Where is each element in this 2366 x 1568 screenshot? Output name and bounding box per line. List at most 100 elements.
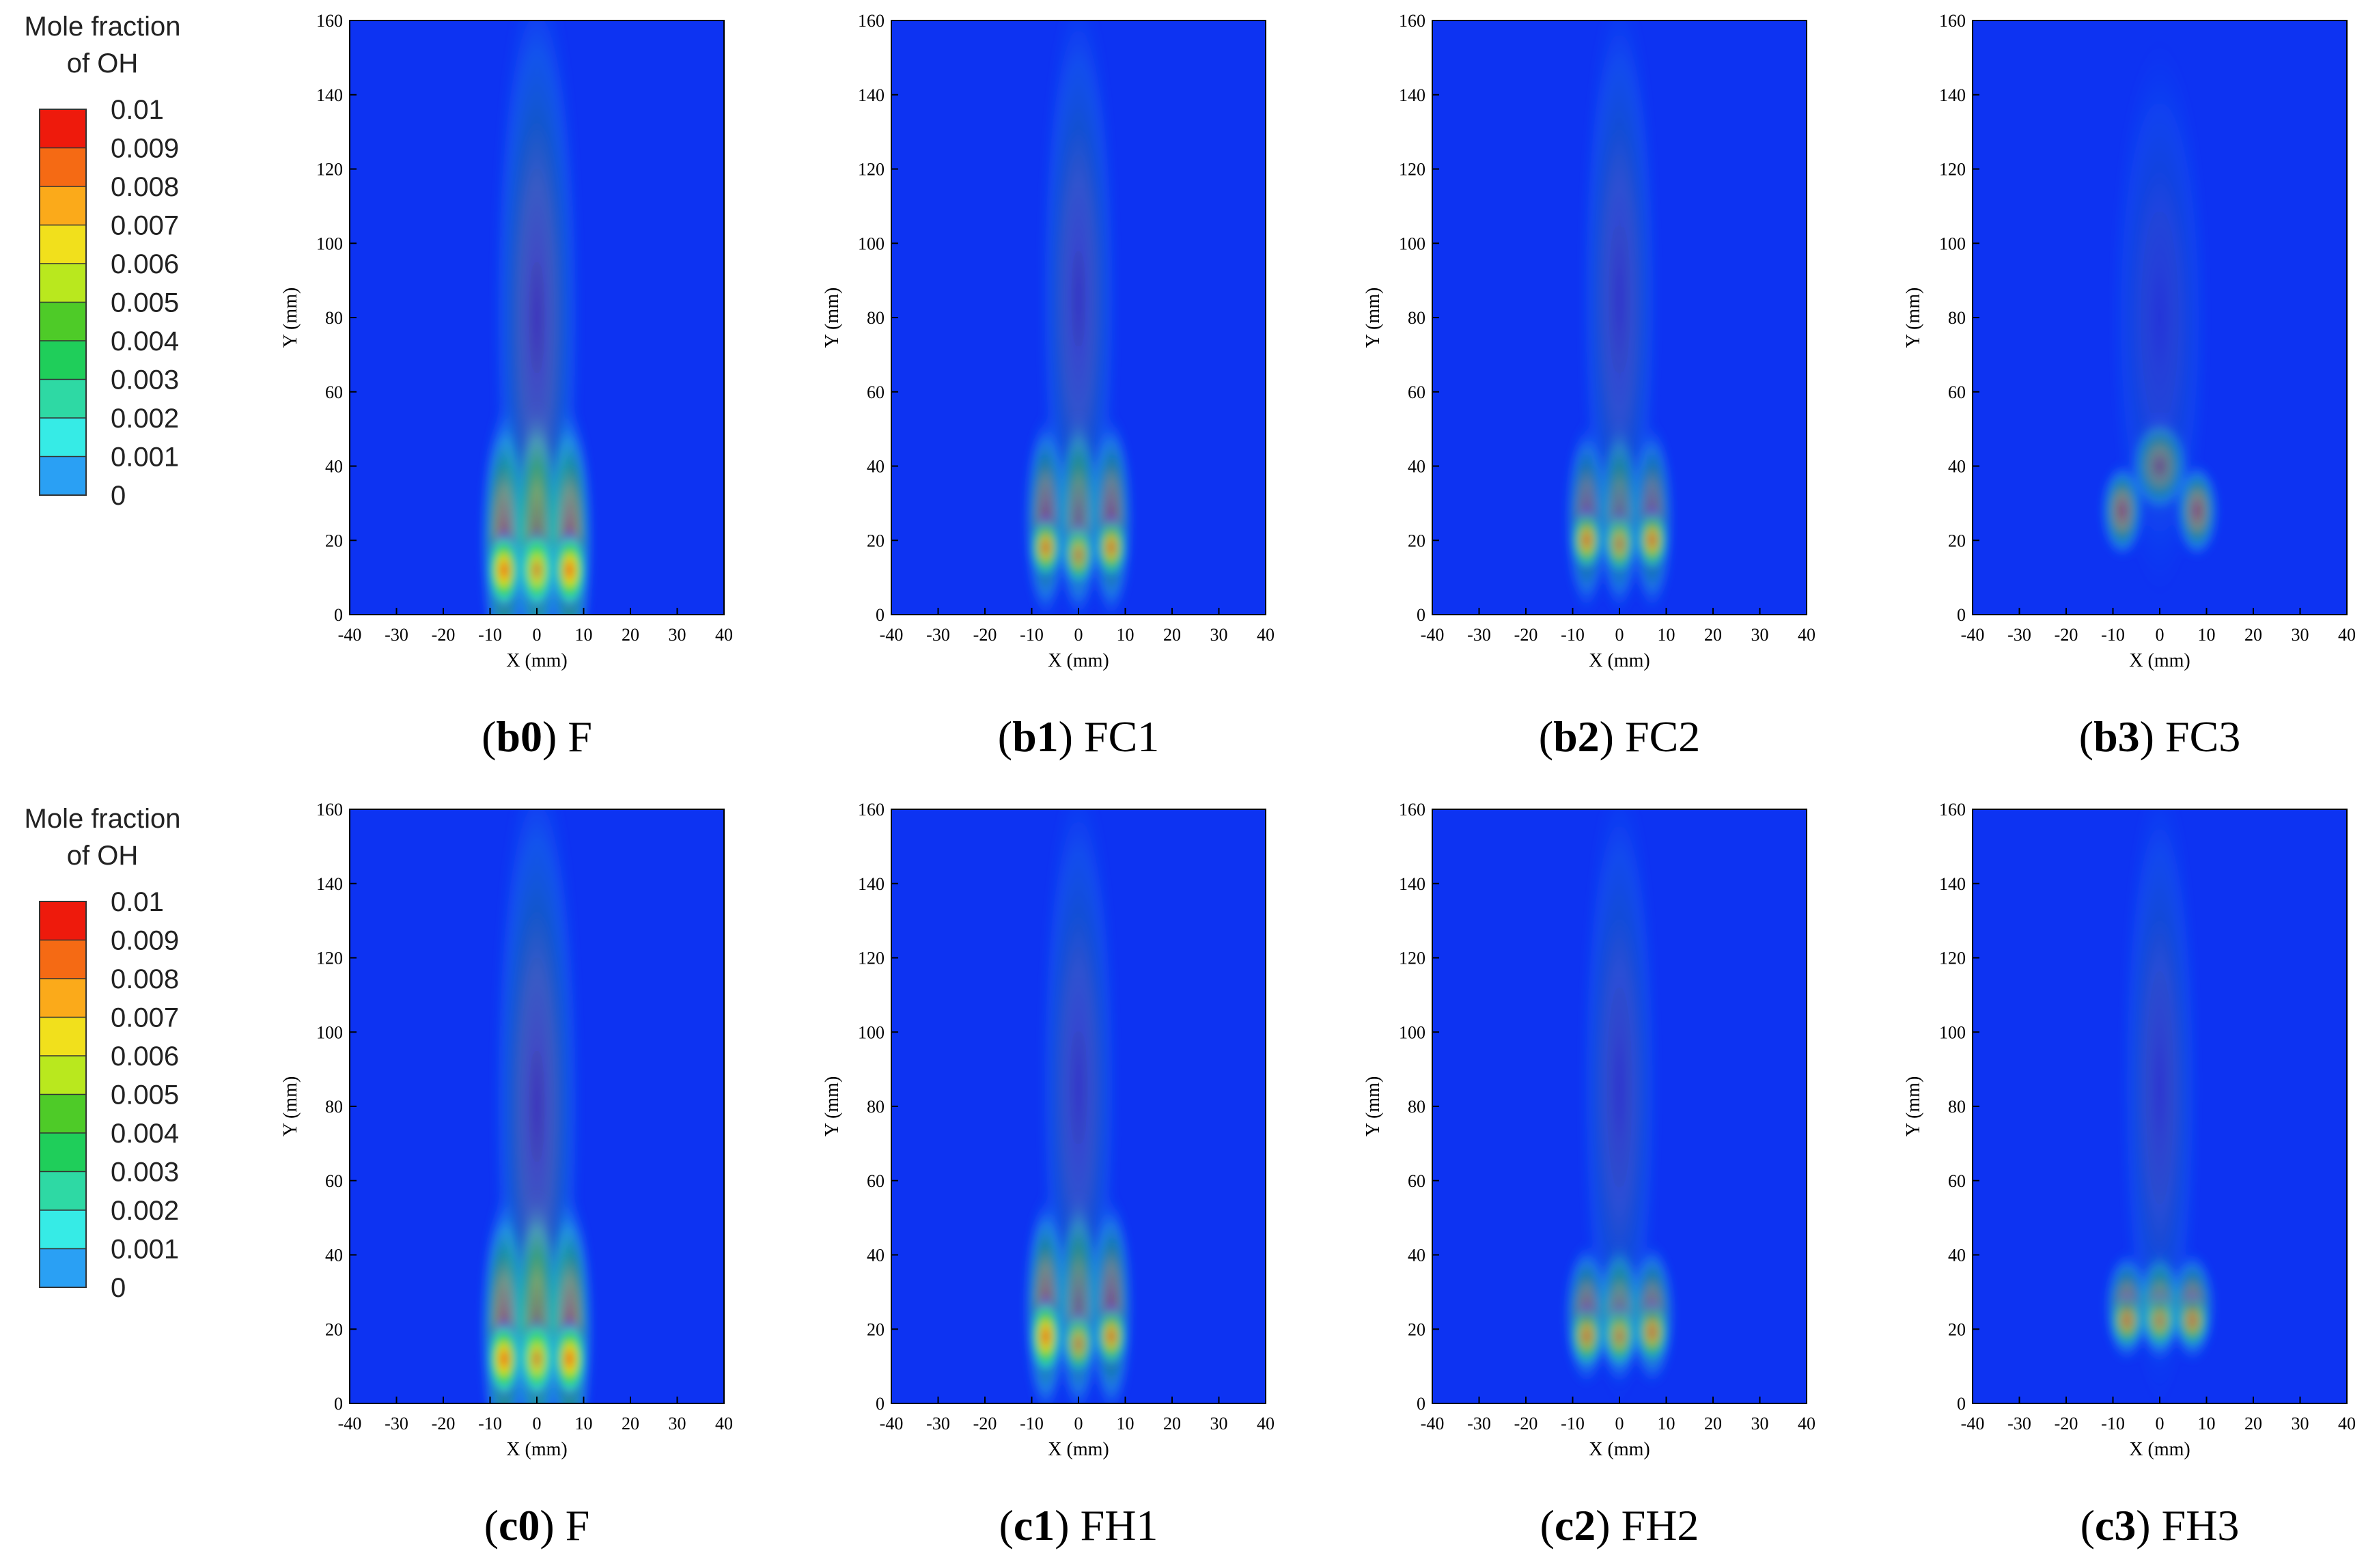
x-tick-label: 0 bbox=[1615, 1414, 1624, 1433]
y-tick-label: 100 bbox=[316, 234, 343, 253]
y-tick-label: 0 bbox=[1417, 605, 1425, 625]
y-tick-label: 60 bbox=[867, 1171, 885, 1191]
x-axis-label: X (mm) bbox=[2129, 1439, 2190, 1460]
panel-caption-case: ) FC3 bbox=[2140, 712, 2241, 761]
x-tick-label: -20 bbox=[1514, 625, 1538, 645]
x-tick-label: 40 bbox=[1798, 1414, 1815, 1433]
y-tick-label: 160 bbox=[316, 11, 343, 31]
x-axis-label: X (mm) bbox=[506, 650, 567, 671]
x-tick-label: 10 bbox=[575, 625, 593, 645]
x-tick-label: 10 bbox=[1658, 1414, 1675, 1433]
colorbar-frame bbox=[39, 109, 87, 496]
x-tick-label: 0 bbox=[1615, 625, 1624, 645]
panel-caption: (b1) FC1 bbox=[998, 712, 1160, 761]
x-tick-label: 20 bbox=[2244, 1414, 2262, 1433]
x-tick-label: 0 bbox=[1074, 625, 1083, 645]
x-tick-label: 40 bbox=[1257, 1414, 1275, 1433]
y-tick-label: 60 bbox=[1408, 1171, 1425, 1191]
y-tick-label: 0 bbox=[1957, 605, 1966, 625]
y-tick-label: 80 bbox=[1408, 1097, 1425, 1117]
x-tick-label: 20 bbox=[1704, 1414, 1722, 1433]
colorbar-level-label: 0.002 bbox=[111, 1196, 179, 1226]
x-tick-label: 10 bbox=[2198, 1414, 2216, 1433]
y-tick-label: 40 bbox=[1948, 457, 1966, 477]
panel-b3: -40 -30 -20 -10 0 10 20 30 40 0 20 40 60 80 100 120 140 1… bbox=[1903, 11, 2356, 761]
y-axis-label: Y (mm) bbox=[280, 288, 301, 348]
panel-caption: (c2) FH2 bbox=[1540, 1501, 1699, 1550]
y-axis-label: Y (mm) bbox=[1363, 288, 1384, 348]
x-tick-label: 0 bbox=[1074, 1414, 1083, 1433]
x-tick-label: -20 bbox=[2055, 625, 2078, 645]
y-tick-label: 160 bbox=[1939, 800, 1966, 820]
y-tick-label: 120 bbox=[1939, 160, 1966, 180]
colorbar-level-label: 0 bbox=[111, 481, 126, 511]
y-tick-label: 80 bbox=[325, 308, 343, 328]
y-tick-label: 160 bbox=[858, 800, 885, 820]
x-tick-label: -30 bbox=[385, 1414, 408, 1433]
y-tick-label: 60 bbox=[1408, 382, 1425, 402]
y-tick-label: 80 bbox=[1948, 1097, 1966, 1117]
x-tick-label: -30 bbox=[1467, 625, 1491, 645]
y-tick-label: 140 bbox=[1399, 874, 1425, 894]
colorbar-level-label: 0.006 bbox=[111, 249, 179, 279]
x-tick-label: -20 bbox=[432, 625, 456, 645]
x-tick-label: 40 bbox=[715, 1414, 733, 1433]
colorbar-level-label: 0.003 bbox=[111, 365, 179, 395]
y-tick-label: 100 bbox=[858, 234, 885, 253]
colorbar-band bbox=[40, 379, 86, 419]
colorbar-level-label: 0.007 bbox=[111, 1003, 179, 1033]
y-tick-label: 20 bbox=[1948, 1319, 1966, 1339]
colorbar-level-label: 0.006 bbox=[111, 1041, 179, 1072]
y-tick-label: 40 bbox=[867, 1246, 885, 1265]
y-tick-label: 40 bbox=[325, 1246, 343, 1265]
colorbar-legend: Mole fraction of OH 0.01 0.009 0.008 0.007 0.0… bbox=[25, 12, 181, 511]
x-axis-label: X (mm) bbox=[1589, 1439, 1650, 1460]
panel-b0: -40 -30 -20 -10 0 10 20 30 40 0 20 40 60 80 100 120 140 1… bbox=[280, 11, 733, 761]
panel-c1: -40 -30 -20 -10 0 10 20 30 40 0 20 40 60 80 100 120 140 1… bbox=[822, 800, 1275, 1550]
y-tick-label: 100 bbox=[1399, 234, 1425, 253]
colorbar-band bbox=[40, 1210, 86, 1249]
y-tick-label: 140 bbox=[858, 874, 885, 894]
x-tick-label: 20 bbox=[1704, 625, 1722, 645]
y-tick-label: 60 bbox=[1948, 1171, 1966, 1191]
x-tick-label: -40 bbox=[338, 1414, 362, 1433]
panel-caption-case: ) FH1 bbox=[1055, 1501, 1158, 1550]
panel-c0: -40 -30 -20 -10 0 10 20 30 40 0 20 40 60 80 100 120 140 1… bbox=[280, 800, 733, 1550]
y-tick-label: 100 bbox=[1939, 234, 1966, 253]
colorbar-band bbox=[40, 1248, 86, 1288]
colorbar-level-label: 0.008 bbox=[111, 964, 179, 994]
x-tick-label: 10 bbox=[1658, 625, 1675, 645]
panel-caption-id: c2 bbox=[1555, 1501, 1596, 1550]
x-tick-label: -20 bbox=[973, 625, 997, 645]
x-tick-label: 30 bbox=[1210, 1414, 1228, 1433]
colorbar-band bbox=[40, 1171, 86, 1211]
panel-caption-case: ) FC2 bbox=[1600, 712, 1701, 761]
y-tick-label: 120 bbox=[858, 160, 885, 180]
panel-caption: (b3) FC3 bbox=[2079, 712, 2241, 761]
x-axis-label: X (mm) bbox=[506, 1439, 567, 1460]
y-axis-label: Y (mm) bbox=[822, 288, 843, 348]
colorbar-level-label: 0.005 bbox=[111, 1080, 179, 1110]
y-tick-label: 100 bbox=[858, 1022, 885, 1042]
y-tick-label: 40 bbox=[867, 457, 885, 477]
oh-concentration-blob bbox=[1037, 809, 1120, 1403]
y-tick-label: 120 bbox=[316, 949, 343, 968]
x-tick-label: -20 bbox=[973, 1414, 997, 1433]
x-tick-label: 10 bbox=[1117, 1414, 1135, 1433]
x-tick-label: -20 bbox=[1514, 1414, 1538, 1433]
y-tick-label: 80 bbox=[1408, 308, 1425, 328]
x-tick-label: -40 bbox=[880, 625, 904, 645]
x-tick-label: -20 bbox=[432, 1414, 456, 1433]
colorbar-band bbox=[40, 940, 86, 979]
colorbar-level-label: 0.01 bbox=[111, 887, 164, 917]
colorbar-band bbox=[40, 1017, 86, 1056]
x-tick-label: 30 bbox=[2292, 625, 2309, 645]
colorbar-band bbox=[40, 901, 86, 940]
colorbar-band bbox=[40, 1056, 86, 1095]
x-tick-label: -30 bbox=[2007, 625, 2031, 645]
x-tick-label: 30 bbox=[1210, 625, 1228, 645]
x-tick-label: 20 bbox=[622, 625, 639, 645]
colorbar-band bbox=[40, 1133, 86, 1172]
y-axis-label: Y (mm) bbox=[1903, 1076, 1924, 1136]
